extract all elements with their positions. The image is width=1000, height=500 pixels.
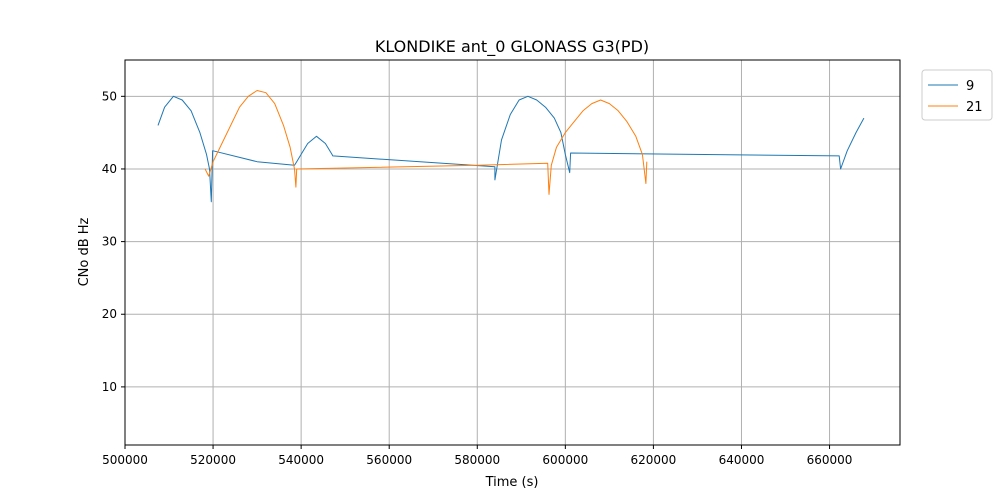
legend-label-21: 21 bbox=[966, 100, 983, 115]
legend: 9 21 bbox=[921, 69, 993, 121]
y-tick-label: 30 bbox=[102, 235, 117, 249]
x-tick-label: 620000 bbox=[631, 453, 677, 467]
x-tick-label: 600000 bbox=[542, 453, 588, 467]
legend-label-9: 9 bbox=[966, 79, 974, 94]
y-tick-label: 10 bbox=[102, 380, 117, 394]
x-tick-label: 520000 bbox=[190, 453, 236, 467]
x-tick-label: 540000 bbox=[278, 453, 324, 467]
tick-layer: 500000 520000 540000 560000 580000 600000 6200… bbox=[102, 89, 853, 467]
x-tick-label: 500000 bbox=[102, 453, 148, 467]
y-tick-label: 40 bbox=[102, 162, 117, 176]
x-axis-label: Time (s) bbox=[485, 475, 539, 490]
legend-box bbox=[921, 69, 993, 121]
x-tick-label: 580000 bbox=[454, 453, 500, 467]
series-line-21 bbox=[204, 90, 648, 195]
series-line-9 bbox=[157, 95, 865, 203]
grid-lines bbox=[124, 60, 900, 445]
plot-frame bbox=[124, 59, 901, 446]
chart-title: KLONDIKE ant_0 GLONASS G3(PD) bbox=[375, 37, 649, 57]
x-tick-label: 660000 bbox=[807, 453, 853, 467]
x-tick-label: 640000 bbox=[719, 453, 765, 467]
y-axis-label: CNo dB Hz bbox=[77, 217, 92, 286]
y-tick-label: 50 bbox=[102, 89, 117, 103]
series-layer bbox=[157, 90, 865, 203]
x-tick-label: 560000 bbox=[366, 453, 412, 467]
y-tick-label: 20 bbox=[102, 307, 117, 321]
